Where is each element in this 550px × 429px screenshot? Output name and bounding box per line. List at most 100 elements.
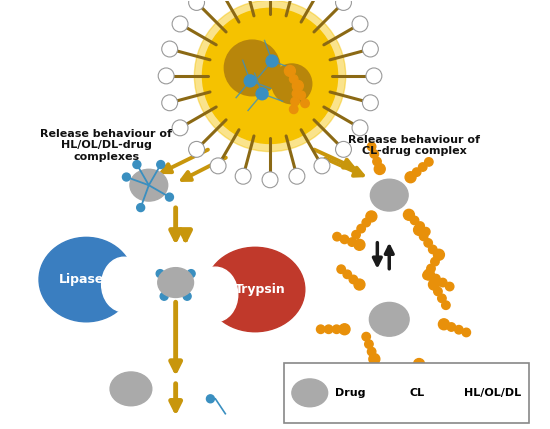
Circle shape [289, 105, 298, 114]
Circle shape [256, 88, 268, 100]
Circle shape [427, 264, 435, 273]
Circle shape [272, 64, 312, 104]
Circle shape [293, 83, 302, 91]
Text: Drug: Drug [334, 388, 365, 398]
Circle shape [336, 142, 351, 157]
Circle shape [367, 347, 376, 356]
Circle shape [362, 218, 371, 227]
Circle shape [206, 395, 214, 403]
Circle shape [123, 173, 130, 181]
Circle shape [369, 353, 380, 365]
Circle shape [434, 287, 442, 296]
Circle shape [289, 168, 305, 184]
Circle shape [423, 271, 431, 280]
Circle shape [419, 163, 427, 171]
Ellipse shape [292, 379, 328, 407]
Circle shape [133, 160, 141, 169]
Circle shape [446, 282, 454, 291]
Circle shape [414, 359, 425, 369]
Circle shape [373, 157, 381, 166]
Circle shape [420, 232, 428, 241]
Circle shape [189, 142, 205, 157]
Circle shape [424, 239, 432, 247]
Ellipse shape [370, 302, 409, 336]
Circle shape [162, 95, 178, 111]
Circle shape [166, 193, 173, 201]
Circle shape [293, 80, 303, 91]
Circle shape [157, 160, 164, 169]
Circle shape [416, 222, 425, 230]
Circle shape [412, 168, 421, 176]
Circle shape [314, 158, 330, 174]
Circle shape [352, 120, 368, 136]
Circle shape [425, 158, 433, 166]
Circle shape [343, 270, 351, 278]
Ellipse shape [110, 372, 152, 406]
Circle shape [324, 325, 333, 333]
Circle shape [385, 395, 393, 403]
Circle shape [160, 292, 168, 300]
Circle shape [291, 97, 299, 106]
Text: Lipase: Lipase [59, 273, 104, 286]
Circle shape [405, 172, 416, 183]
Circle shape [362, 41, 378, 57]
Circle shape [162, 41, 178, 57]
Circle shape [336, 0, 351, 10]
Circle shape [384, 378, 395, 388]
FancyBboxPatch shape [284, 363, 529, 423]
Ellipse shape [158, 268, 194, 297]
Circle shape [455, 326, 463, 334]
Circle shape [316, 325, 325, 333]
Circle shape [194, 0, 346, 151]
Ellipse shape [370, 179, 408, 211]
Circle shape [362, 332, 370, 341]
Circle shape [189, 0, 205, 10]
Circle shape [419, 383, 427, 392]
Circle shape [367, 142, 376, 151]
Circle shape [292, 89, 301, 98]
Text: HL/OL/DL: HL/OL/DL [464, 388, 521, 398]
Circle shape [428, 279, 439, 290]
Circle shape [357, 224, 365, 233]
Circle shape [337, 265, 345, 273]
Circle shape [410, 216, 419, 225]
Circle shape [183, 292, 191, 300]
Circle shape [432, 275, 440, 283]
Circle shape [332, 325, 341, 333]
Circle shape [370, 150, 378, 158]
Circle shape [385, 387, 393, 395]
Circle shape [417, 375, 426, 384]
Circle shape [462, 328, 471, 337]
Circle shape [354, 239, 365, 250]
Circle shape [301, 99, 309, 108]
Circle shape [450, 375, 458, 383]
Circle shape [244, 75, 256, 87]
Circle shape [414, 224, 425, 236]
Circle shape [365, 340, 373, 348]
Circle shape [428, 245, 437, 254]
Circle shape [172, 16, 188, 32]
Text: Release behaviour of
CL-drug complex: Release behaviour of CL-drug complex [348, 135, 480, 156]
Circle shape [362, 95, 378, 111]
Ellipse shape [39, 237, 134, 322]
Circle shape [289, 75, 298, 83]
Text: CL: CL [409, 388, 424, 398]
Circle shape [352, 230, 360, 239]
Circle shape [385, 402, 393, 411]
Text: Trypsin: Trypsin [235, 283, 285, 296]
Circle shape [447, 323, 455, 331]
Circle shape [354, 279, 365, 290]
Circle shape [366, 68, 382, 84]
Circle shape [187, 270, 195, 278]
Circle shape [349, 275, 358, 284]
Circle shape [375, 163, 385, 175]
Text: Release behaviour of
HL/OL/DL-drug
complexes: Release behaviour of HL/OL/DL-drug compl… [40, 129, 172, 162]
Circle shape [442, 301, 450, 309]
Circle shape [348, 238, 356, 246]
Circle shape [235, 168, 251, 184]
Circle shape [438, 294, 446, 302]
Circle shape [284, 66, 295, 76]
Circle shape [172, 120, 188, 136]
Circle shape [366, 211, 377, 222]
Circle shape [438, 278, 447, 287]
